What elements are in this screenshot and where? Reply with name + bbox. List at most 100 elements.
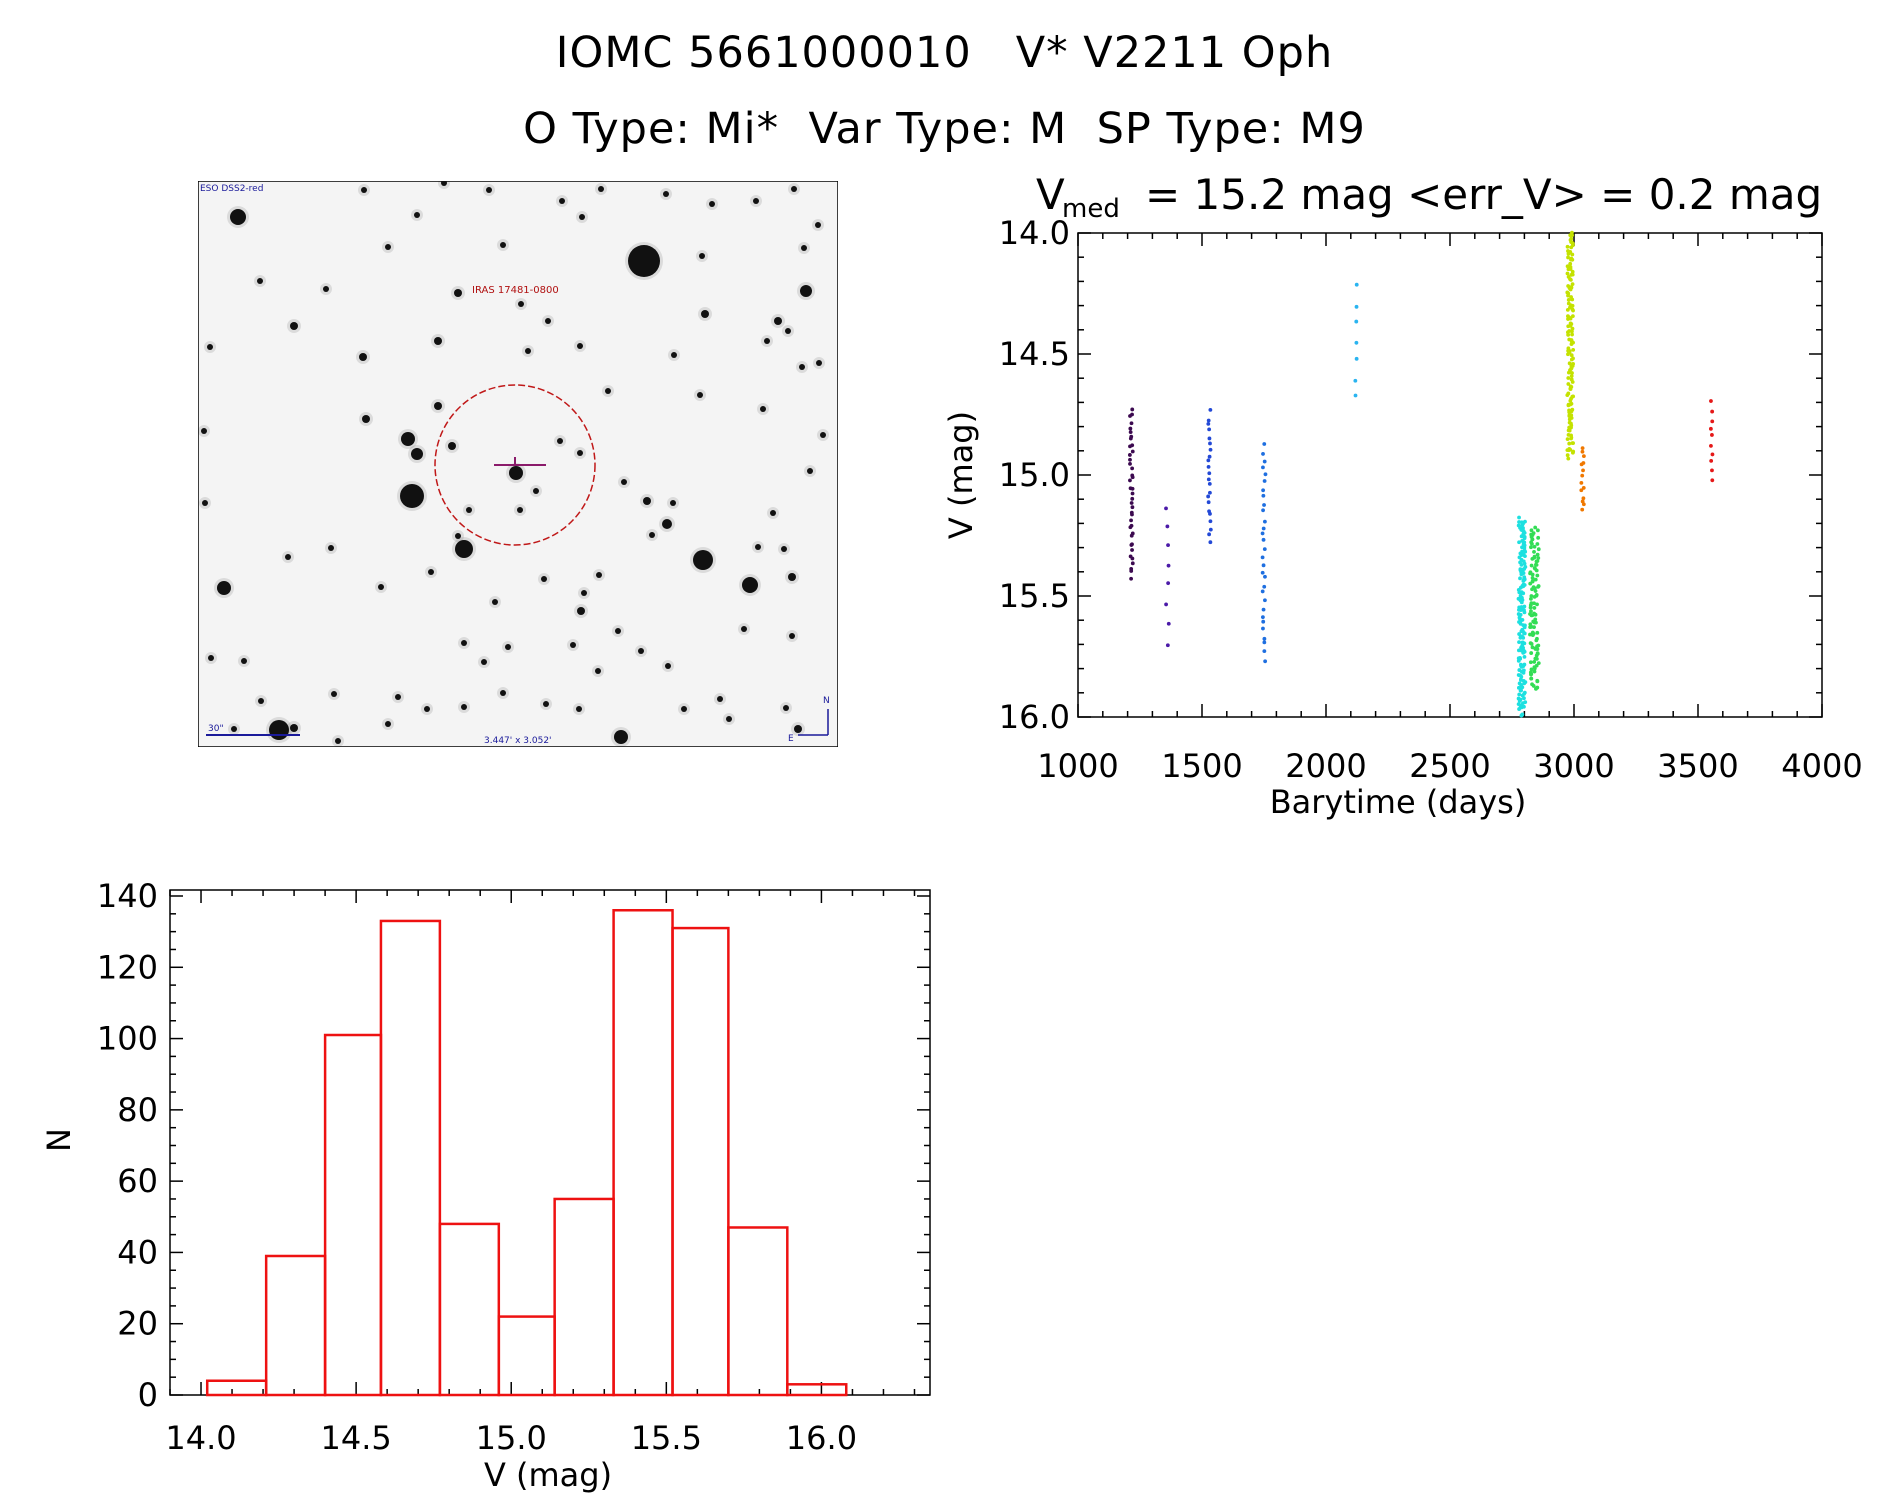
- star: [201, 428, 207, 434]
- lc-data-point: [1566, 382, 1571, 386]
- lc-y-axis-label: V (mag): [942, 411, 980, 539]
- lc-data-point: [1536, 535, 1541, 540]
- lc-data-point: [1529, 667, 1534, 672]
- lc-data-point: [1566, 402, 1571, 407]
- star: [764, 338, 770, 344]
- lc-data-point: [1566, 376, 1571, 380]
- lc-data-point: [1532, 669, 1537, 674]
- hist-x-axis-label: V (mag): [484, 1456, 612, 1494]
- east-label: E: [788, 734, 794, 744]
- lc-data-point: [1353, 393, 1358, 398]
- lc-data-point: [1581, 468, 1585, 473]
- lc-data-point: [1128, 436, 1133, 441]
- lc-data-point: [1517, 520, 1521, 524]
- lc-data-point: [1130, 512, 1134, 517]
- lc-data-point: [1166, 563, 1171, 568]
- hist-x-tick-label: 15.0: [476, 1419, 547, 1457]
- lc-data-point: [1260, 531, 1265, 536]
- lc-data-point: [1530, 579, 1535, 583]
- lc-data-point: [1567, 410, 1572, 415]
- lc-data-point: [1710, 452, 1715, 457]
- lc-data-point: [1565, 264, 1570, 269]
- lc-data-point: [1566, 456, 1571, 461]
- lc-data-point: [1130, 491, 1135, 496]
- hist-y-tick-label: 60: [117, 1162, 158, 1200]
- lc-data-point: [1518, 567, 1523, 572]
- star: [543, 701, 549, 707]
- lc-data-point: [1262, 649, 1267, 654]
- star: [241, 658, 247, 664]
- lc-data-point: [1530, 557, 1535, 561]
- lc-data-point: [1262, 640, 1267, 645]
- lc-data-point: [1567, 441, 1572, 446]
- lc-data-point: [1565, 448, 1570, 453]
- star: [663, 191, 669, 197]
- lc-data-point: [1570, 380, 1575, 384]
- lc-data-point: [1570, 233, 1575, 238]
- lc-data-point: [1536, 661, 1541, 666]
- star: [500, 690, 506, 696]
- lc-y-tick-label: 16.0: [999, 698, 1070, 736]
- lc-data-point: [1533, 525, 1538, 530]
- star: [492, 599, 498, 605]
- lc-data-point: [1710, 409, 1715, 414]
- lc-data-point: [1569, 366, 1573, 371]
- histogram-chart: V (mag) N 14.0 14.5 15.0 15.5 16.0 0 20 40 60 80 1…: [40, 877, 931, 1494]
- lc-data-point: [1130, 496, 1135, 501]
- lc-data-point: [1166, 581, 1171, 586]
- search-radius-circle: [434, 384, 596, 546]
- lc-data-point: [1517, 540, 1521, 545]
- chart-title-line-2: O Type: Mi* Var Type: M SP Type: M9: [523, 104, 1366, 154]
- lc-data-point: [1519, 520, 1524, 525]
- lc-data-point: [1568, 386, 1573, 391]
- lc-data-point: [1519, 590, 1524, 595]
- lc-data-point: [1516, 523, 1521, 528]
- lc-data-point: [1208, 441, 1212, 446]
- hist-bar: [205, 1379, 268, 1397]
- star: [207, 344, 213, 350]
- lc-data-point: [1206, 421, 1211, 426]
- lc-data-point: [1261, 488, 1266, 493]
- lc-data-point: [1522, 690, 1527, 695]
- lc-data-point: [1535, 602, 1539, 607]
- lc-data-point: [1566, 298, 1571, 302]
- lc-data-point: [1263, 574, 1267, 579]
- lc-data-point: [1130, 449, 1135, 454]
- lc-data-point: [1263, 472, 1268, 477]
- star: [783, 705, 789, 711]
- lc-data-point: [1260, 570, 1265, 575]
- star: [605, 388, 611, 394]
- lc-data-point: [1536, 547, 1541, 552]
- lc-data-point: [1521, 635, 1526, 640]
- lc-data-point: [1262, 479, 1267, 483]
- lc-data-point: [1129, 421, 1134, 426]
- lc-data-point: [1128, 430, 1133, 435]
- star: [581, 590, 587, 596]
- lc-data-point: [1128, 457, 1132, 462]
- lc-data-point: [1166, 621, 1171, 626]
- lc-data-point: [1571, 347, 1576, 352]
- lc-data-point: [1570, 297, 1575, 302]
- light-curve-chart: V med = 15.2 mag <err_V> = 0.2 mag Baryt…: [942, 170, 1863, 821]
- lc-data-point: [1533, 617, 1538, 622]
- star: [576, 706, 582, 712]
- lc-data-point: [1164, 602, 1168, 607]
- lc-data-point: [1565, 244, 1570, 249]
- lc-data-point: [1570, 371, 1574, 375]
- lc-data-point: [1580, 449, 1585, 454]
- lc-data-point: [1165, 524, 1170, 529]
- lc-data-point: [1130, 466, 1135, 471]
- lc-data-point: [1566, 293, 1570, 298]
- star: [486, 187, 492, 193]
- star: [461, 704, 467, 710]
- lc-data-point: [1536, 556, 1541, 560]
- star: [466, 507, 472, 513]
- lc-data-point: [1262, 519, 1267, 524]
- lc-data-point: [1530, 587, 1534, 592]
- lc-data-point: [1521, 559, 1526, 564]
- lc-x-tick-label: 2000: [1285, 747, 1366, 785]
- lc-data-point: [1523, 700, 1528, 705]
- lc-data-point: [1353, 378, 1358, 383]
- lc-data-point: [1532, 544, 1537, 549]
- lc-data-point: [1128, 461, 1132, 466]
